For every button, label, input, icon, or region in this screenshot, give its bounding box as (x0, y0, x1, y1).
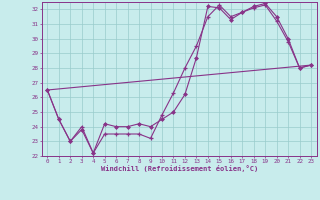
X-axis label: Windchill (Refroidissement éolien,°C): Windchill (Refroidissement éolien,°C) (100, 165, 258, 172)
